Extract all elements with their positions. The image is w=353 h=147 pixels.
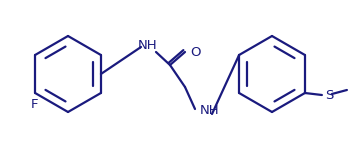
Text: NH: NH (138, 39, 158, 51)
Text: F: F (30, 98, 38, 111)
Text: NH: NH (200, 104, 220, 117)
Text: S: S (325, 88, 333, 101)
Text: O: O (190, 46, 201, 59)
